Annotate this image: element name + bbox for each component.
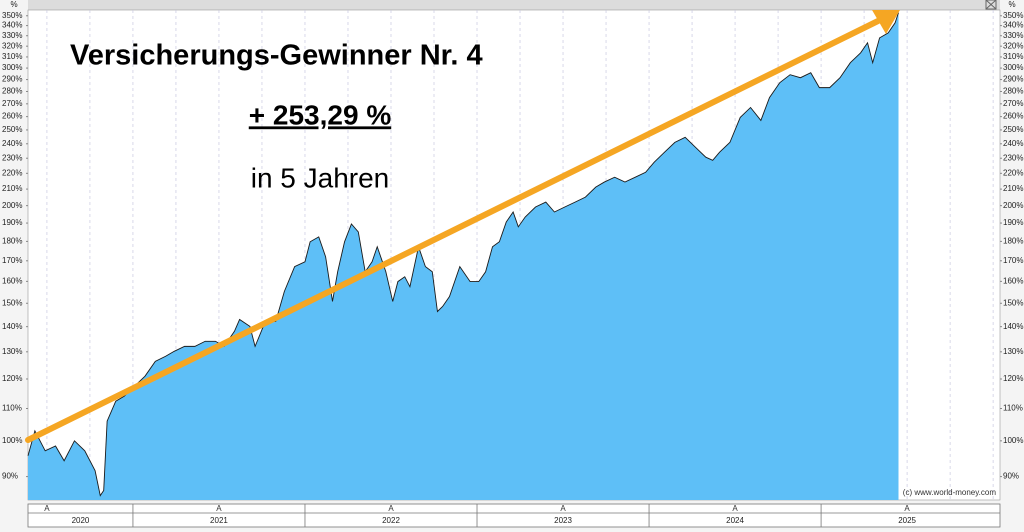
- y-tick-label: 250%: [2, 125, 22, 134]
- y-tick-label: 160%: [2, 276, 22, 285]
- y-tick-label: 240%: [2, 139, 22, 148]
- y-tick-label-right: 170%: [1003, 256, 1023, 265]
- axis-unit: %: [10, 0, 17, 9]
- y-tick-label: 300%: [2, 63, 22, 72]
- y-tick-label: 110%: [2, 404, 22, 413]
- band-marker: A: [560, 504, 566, 513]
- y-tick-label: 310%: [2, 52, 22, 61]
- x-band-label: 2024: [726, 516, 744, 525]
- band-marker: A: [388, 504, 394, 513]
- y-tick-label-right: 180%: [1003, 237, 1023, 246]
- arrow-head: [872, 10, 900, 34]
- y-tick-label-right: 200%: [1003, 201, 1023, 210]
- y-tick-label: 290%: [2, 75, 22, 84]
- close-icon: [985, 0, 997, 10]
- x-band-label: 2021: [210, 516, 228, 525]
- y-tick-label-right: 320%: [1003, 41, 1023, 50]
- area-fill: [28, 12, 899, 500]
- y-tick-label: 230%: [2, 153, 22, 162]
- y-tick-label-right: 340%: [1003, 21, 1023, 30]
- y-tick-label: 210%: [2, 184, 22, 193]
- y-tick-label: 330%: [2, 31, 22, 40]
- y-tick-label: 280%: [2, 87, 22, 96]
- chart-title: Versicherungs-Gewinner Nr. 4: [70, 40, 483, 72]
- top-bar: [28, 0, 1000, 10]
- x-band-label: 2025: [898, 516, 916, 525]
- y-tick-label-right: 120%: [1003, 374, 1023, 383]
- y-tick-label: 180%: [2, 237, 22, 246]
- y-tick-label: 220%: [2, 168, 22, 177]
- band-marker: A: [732, 504, 738, 513]
- y-tick-label: 90%: [2, 472, 18, 481]
- y-tick-label: 100%: [2, 436, 22, 445]
- y-tick-label-right: 260%: [1003, 112, 1023, 121]
- x-band-label: 2022: [382, 516, 400, 525]
- y-tick-label-right: 210%: [1003, 184, 1023, 193]
- y-tick-label-right: 300%: [1003, 63, 1023, 72]
- x-band-label: 2023: [554, 516, 572, 525]
- y-tick-label: 150%: [2, 298, 22, 307]
- y-tick-label: 200%: [2, 201, 22, 210]
- year-band-row: [27, 503, 1001, 528]
- y-tick-label-right: 90%: [1003, 472, 1019, 481]
- annotation-gain: + 253,29 %: [249, 99, 392, 130]
- y-tick-label-right: 330%: [1003, 31, 1023, 40]
- y-tick-label-right: 150%: [1003, 298, 1023, 307]
- y-tick-label-right: 240%: [1003, 139, 1023, 148]
- y-tick-label-right: 160%: [1003, 276, 1023, 285]
- x-band-label: 2020: [72, 516, 90, 525]
- marks: [27, 12, 899, 500]
- credit: (c) www.world-money.com: [903, 488, 997, 497]
- y-tick-label-right: 140%: [1003, 322, 1023, 331]
- band-marker: A: [44, 504, 50, 513]
- price-line: [27, 12, 899, 497]
- y-tick-label-right: 290%: [1003, 75, 1023, 84]
- trend-arrow: [25, 10, 900, 443]
- y-tick-label-right: 110%: [1003, 404, 1023, 413]
- y-tick-label: 120%: [2, 374, 22, 383]
- y-tick-label: 340%: [2, 21, 22, 30]
- y-tick-label-right: 220%: [1003, 168, 1023, 177]
- y-tick-label: 270%: [2, 99, 22, 108]
- y-tick-label: 130%: [2, 347, 22, 356]
- y-tick-label: 320%: [2, 41, 22, 50]
- y-tick-label-right: 350%: [1003, 11, 1023, 20]
- y-tick-label-right: 280%: [1003, 87, 1023, 96]
- y-tick-label: 350%: [2, 11, 22, 20]
- y-tick-label: 140%: [2, 322, 22, 331]
- arrow-shaft: [25, 18, 881, 443]
- y-tick-label-right: 310%: [1003, 52, 1023, 61]
- band-marker: A: [904, 504, 910, 513]
- band-marker: A: [216, 504, 222, 513]
- y-tick-label-right: 250%: [1003, 125, 1023, 134]
- y-tick-label: 260%: [2, 112, 22, 121]
- annotation-period: in 5 Jahren: [251, 162, 390, 193]
- y-tick-label-right: 230%: [1003, 153, 1023, 162]
- y-tick-label: 190%: [2, 218, 22, 227]
- y-tick-label-right: 100%: [1003, 436, 1023, 445]
- y-tick-label-right: 130%: [1003, 347, 1023, 356]
- y-tick-label-right: 190%: [1003, 218, 1023, 227]
- axis-unit: %: [1008, 0, 1015, 9]
- y-tick-label-right: 270%: [1003, 99, 1023, 108]
- y-tick-label: 170%: [2, 256, 22, 265]
